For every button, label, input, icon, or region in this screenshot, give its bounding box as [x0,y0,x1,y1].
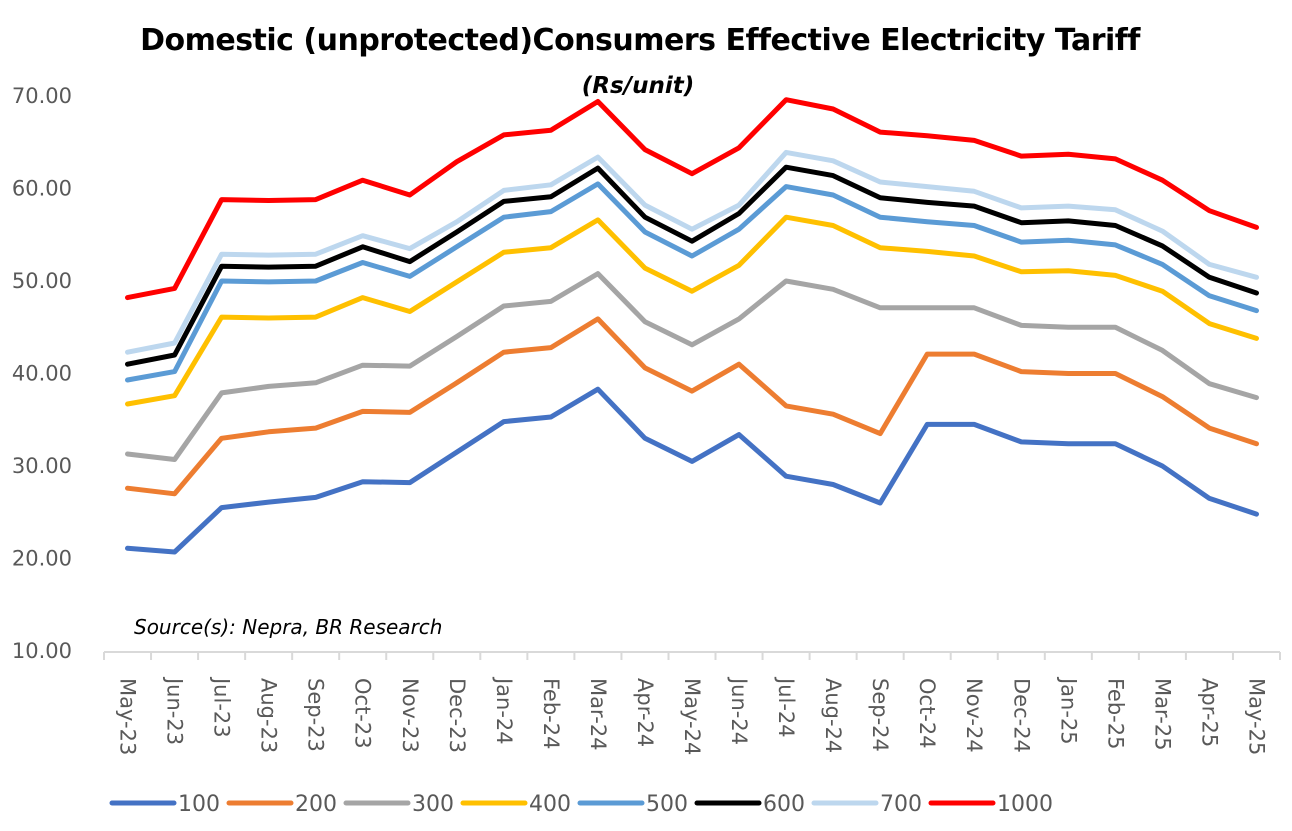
x-tick-label: Apr-25 [1197,678,1221,747]
legend-item-300: 300 [343,792,454,817]
y-tick-label: 30.00 [12,454,72,478]
legend-item-400: 400 [460,792,571,817]
legend-item-100: 100 [109,792,220,817]
x-tick-label: Jan-25 [1056,676,1080,745]
legend-item-1000: 1000 [928,792,1053,817]
series-line-700 [125,149,1259,355]
x-tick-label: Mar-25 [1150,678,1174,751]
legend-item-700: 700 [811,792,922,817]
x-tick-label: May-23 [116,678,140,755]
legend-item-500: 500 [577,792,688,817]
x-tick-label: May-25 [1244,678,1268,755]
x-tick-label: Aug-24 [821,678,845,753]
x-tick-label: Jun-23 [163,676,187,745]
x-tick-label: Jun-24 [727,676,751,745]
x-axis-tick-labels: May-23 Jun-23 Jul-23 Aug-23 Sep-23 Oct-23 Nov-… [116,676,1269,755]
y-tick-label: 20.00 [12,547,72,571]
series-lines [125,97,1259,555]
series-line-300 [125,271,1259,462]
source-note: Source(s): Nepra, BR Research [134,615,442,639]
legend-label: 200 [295,792,337,817]
legend-label: 300 [412,792,454,817]
legend-label: 1000 [997,792,1053,817]
x-axis-tick-marks [103,652,1281,660]
series-line-100 [125,386,1259,555]
legend-label: 500 [646,792,688,817]
y-tick-label: 70.00 [12,84,72,108]
legend-label: 400 [529,792,571,817]
y-tick-label: 60.00 [12,177,72,201]
series-line-500 [125,181,1259,383]
x-tick-label: Aug-23 [257,678,281,753]
x-tick-label: Dec-24 [1009,678,1033,753]
x-tick-label: Feb-25 [1103,678,1127,749]
x-tick-label: Dec-23 [445,678,469,753]
x-tick-label: Feb-24 [539,678,563,749]
x-tick-label: Oct-24 [915,678,939,749]
y-tick-label: 40.00 [12,362,72,386]
legend-item-600: 600 [694,792,805,817]
x-tick-label: Mar-24 [586,678,610,751]
x-tick-label: Apr-24 [633,678,657,747]
y-tick-label: 50.00 [12,269,72,293]
series-line-600 [125,164,1259,367]
x-tick-label: Nov-24 [962,678,986,753]
legend-item-200: 200 [226,792,337,817]
x-tick-label: Oct-23 [351,678,375,749]
series-line-1000 [125,97,1259,301]
x-tick-label: Sep-24 [868,678,892,752]
x-tick-label: Jan-24 [492,676,516,745]
x-tick-label: Jul-23 [210,676,234,738]
x-tick-label: May-24 [680,678,704,755]
y-axis-ticks: 10.00 20.00 30.00 40.00 50.00 60.00 70.00 [12,84,72,663]
chart-title: Domestic (unprotected)Consumers Effectiv… [140,23,1141,58]
y-tick-label: 10.00 [12,639,72,663]
legend: 100 200 300 400 500 600 700 1000 [109,792,1053,817]
x-tick-label: Sep-23 [304,678,328,752]
series-line-400 [125,214,1259,407]
chart-subtitle: (Rs/unit) [582,73,694,99]
legend-label: 600 [763,792,805,817]
x-tick-label: Jul-24 [774,676,798,738]
legend-label: 700 [880,792,922,817]
x-tick-label: Nov-23 [398,678,422,753]
series-line-200 [125,316,1259,497]
legend-label: 100 [178,792,220,817]
